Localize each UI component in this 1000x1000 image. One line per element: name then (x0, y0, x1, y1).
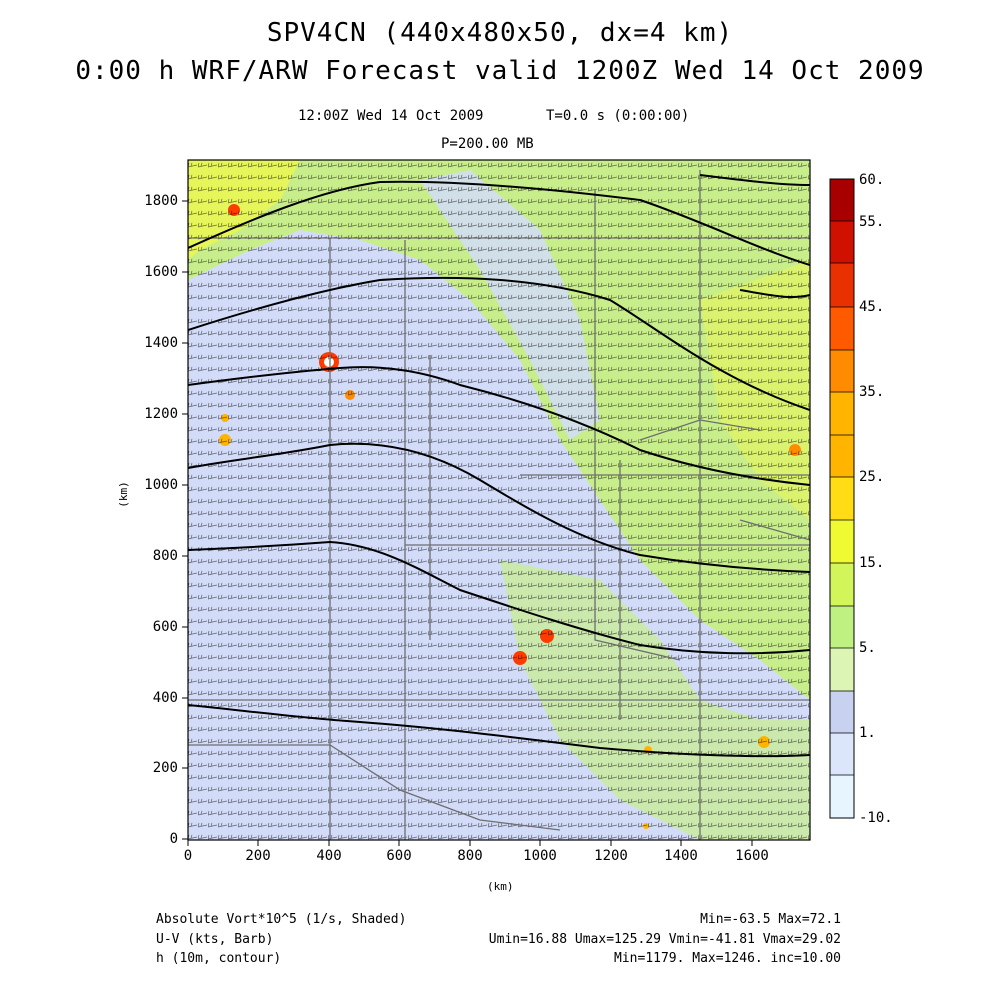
y-tick-label: 1400 (144, 335, 178, 351)
footer-field3-stats: Min=1179. Max=1246. inc=10.00 (614, 951, 841, 966)
colorbar-label: 25. (859, 469, 885, 485)
height-contours (188, 174, 810, 758)
valid-time: 12:00Z Wed 14 Oct 2009 (298, 108, 484, 124)
chart-title-line1: SPV4CN (440x480x50, dx=4 km) (266, 18, 734, 48)
x-tick-label: 1600 (735, 848, 769, 864)
x-tick-label: 1400 (664, 848, 698, 864)
y-tick-label: 800 (152, 548, 178, 564)
footer-field1-stats: Min=-63.5 Max=72.1 (700, 912, 841, 927)
x-tick-label: 400 (316, 848, 342, 864)
footer-field3: h (10m, contour) (156, 951, 282, 966)
y-tick-label: 1000 (144, 477, 178, 493)
y-axis-label: (km) (116, 481, 130, 508)
colorbar-label: 55. (859, 214, 885, 230)
footer-field2: U-V (kts, Barb) (156, 932, 274, 947)
x-axis-label: (km) (487, 880, 514, 893)
x-tick-label: 600 (386, 848, 412, 864)
colorbar-label: 60. (859, 172, 885, 188)
colorbar-label: 5. (859, 640, 876, 656)
colorbar (829, 178, 855, 819)
colorbar-label: 1. (859, 725, 876, 741)
x-tick-label: 200 (245, 848, 271, 864)
state-boundaries (188, 170, 810, 840)
footer-field1: Absolute Vort*10^5 (1/s, Shaded) (156, 912, 407, 927)
time-step: T=0.0 s (0:00:00) (546, 108, 690, 124)
colorbar-label: 15. (859, 555, 885, 571)
y-tick-label: 1600 (144, 264, 178, 280)
pressure-level: P=200.00 MB (441, 136, 534, 152)
x-tick-label: 1200 (594, 848, 628, 864)
plot-area (188, 160, 810, 840)
y-tick-label: 1800 (144, 193, 178, 209)
x-tick-label: 800 (457, 848, 483, 864)
chart-title-line2: 0:00 h WRF/ARW Forecast valid 1200Z Wed … (75, 56, 925, 86)
colorbar-label: -10. (859, 810, 893, 826)
y-tick-label: 0 (169, 831, 178, 847)
y-tick-label: 200 (152, 760, 178, 776)
x-tick-label: 1000 (523, 848, 557, 864)
y-tick-label: 1200 (144, 406, 178, 422)
y-tick-label: 600 (152, 619, 178, 635)
x-tick-label: 0 (183, 848, 193, 864)
footer-field2-stats: Umin=16.88 Umax=125.29 Vmin=-41.81 Vmax=… (488, 932, 841, 947)
y-tick-label: 400 (152, 690, 178, 706)
wind-barbs (188, 160, 810, 840)
axis-ticks (182, 200, 753, 846)
colorbar-label: 35. (859, 384, 885, 400)
plot-frame (187, 159, 811, 841)
colorbar-label: 45. (859, 299, 885, 315)
